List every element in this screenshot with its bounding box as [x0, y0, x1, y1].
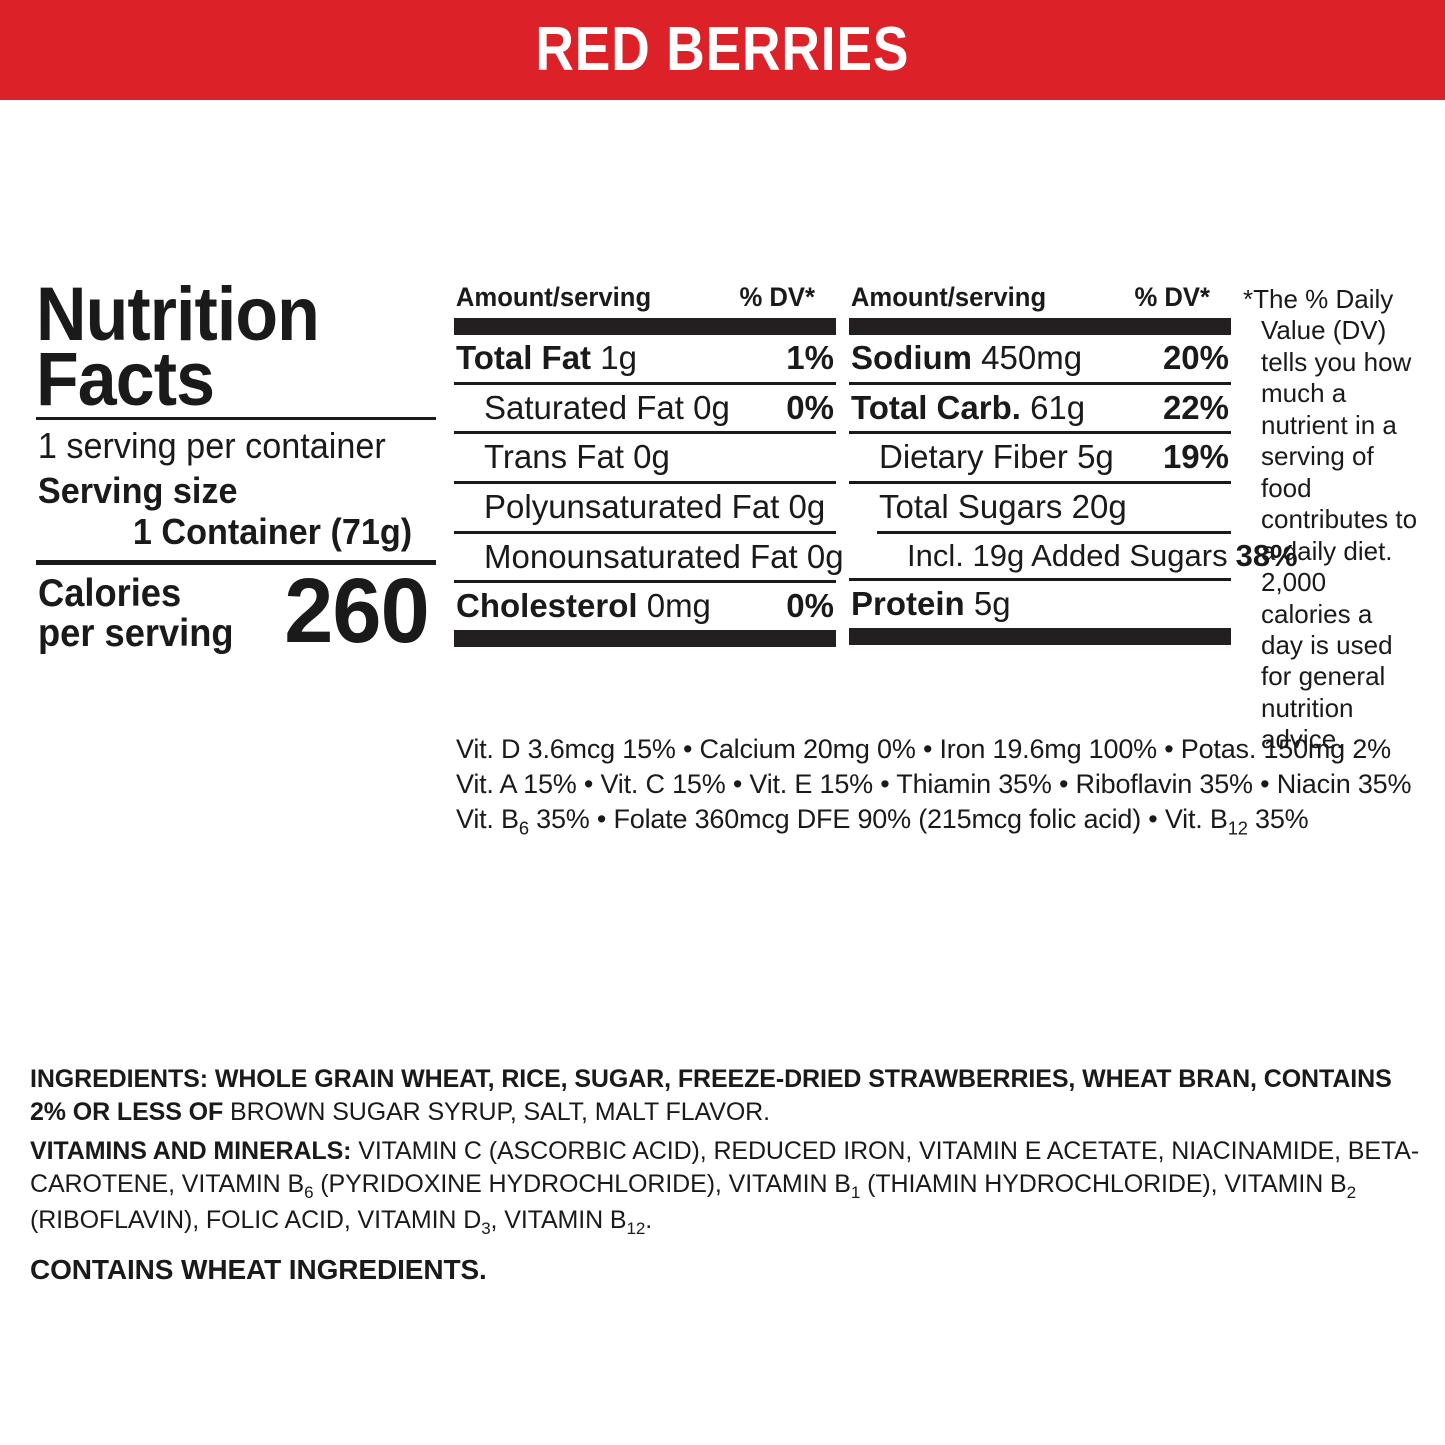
nutrient-row-dietary-fiber: Dietary Fiber 5g 19%: [849, 434, 1231, 481]
thick-bar-below-right-nutrients: [849, 627, 1231, 645]
contains-allergen-statement: CONTAINS WHEAT INGREDIENTS.: [30, 1253, 487, 1285]
micronutrients-block: Vit. D 3.6mcg 15% • Calcium 20mg 0% • Ir…: [454, 726, 1412, 840]
vitamins-minerals-statement: VITAMINS AND MINERALS: VITAMIN C (ASCORB…: [30, 1137, 1420, 1238]
micronutrient-line-1: Vit. D 3.6mcg 15% • Calcium 20mg 0% • Ir…: [456, 734, 1391, 764]
nutrient-row-total-carb: Total Carb. 61g 22%: [849, 385, 1231, 432]
divider-row: [454, 381, 836, 385]
nutrient-dv-added-sugars: 38%: [1235, 537, 1298, 573]
nutrient-label-cholesterol: Cholesterol 0mg: [456, 587, 711, 625]
nutrition-facts-panel: Nutrition Facts 1 serving per container …: [36, 272, 1421, 756]
nutrition-summary-column: Nutrition Facts 1 serving per container …: [36, 272, 436, 662]
nutrient-label-total-carb: Total Carb. 61g: [851, 388, 1086, 426]
nutrient-dv-sodium: 20%: [1162, 339, 1229, 376]
calories-row: Calories per serving 260: [36, 559, 436, 662]
divider-row: [454, 580, 836, 584]
nutrient-label-trans-fat: Trans Fat 0g: [484, 438, 670, 476]
serving-size: Serving size 1 Container (71g): [36, 469, 416, 560]
divider-row: [849, 577, 1231, 581]
calories-label-line1: Calories: [38, 571, 182, 615]
nutrient-row-protein: Protein 5g: [849, 581, 1231, 628]
nutrient-row-total-sugars: Total Sugars 20g: [849, 484, 1231, 531]
nutrient-label-monounsaturated-fat: Monounsaturated Fat 0g: [484, 537, 844, 575]
calories-value: 260: [283, 559, 429, 662]
nutrition-facts-title: Nutrition Facts: [36, 272, 404, 423]
nutrient-label-sodium: Sodium 450mg: [851, 339, 1083, 376]
nutrient-row-polyunsaturated-fat: Polyunsaturated Fat 0g: [454, 484, 836, 531]
divider-row: [454, 480, 836, 484]
nutrient-label-added-sugars: Incl. 19g Added Sugars: [907, 537, 1228, 573]
product-name: RED BERRIES: [535, 15, 910, 84]
nutrient-row-cholesterol: Cholesterol 0mg 0%: [454, 583, 836, 630]
nutrient-label-protein: Protein 5g: [851, 584, 1011, 622]
divider-row: [454, 431, 836, 435]
divider-row: [849, 381, 1231, 385]
daily-value-footnote-column: *The % Daily Value (DV) tells you how mu…: [1243, 282, 1421, 756]
nutrient-row-added-sugars: Incl. 19g Added Sugars 38%: [849, 534, 1298, 578]
amount-serving-header-left: Amount/serving % DV*: [454, 282, 817, 318]
dv-header-label: % DV*: [739, 282, 815, 312]
thick-bar-below-left-nutrients: [454, 629, 836, 647]
nutrient-dv-cholesterol: 0%: [786, 587, 834, 625]
divider-wrap-added-sugars: [849, 530, 1231, 534]
nutrient-column-right: Amount/serving % DV* Sodium 450mg 20% To…: [849, 282, 1298, 645]
nutrient-label-polyunsaturated-fat: Polyunsaturated Fat 0g: [484, 487, 826, 525]
nutrient-row-monounsaturated-fat: Monounsaturated Fat 0g: [454, 534, 844, 581]
nutrient-label-dietary-fiber: Dietary Fiber 5g: [879, 438, 1114, 476]
amount-serving-header-right: Amount/serving % DV*: [849, 282, 1212, 318]
amount-header-label: Amount/serving: [455, 282, 652, 312]
dv-header-label: % DV*: [1134, 282, 1210, 312]
nutrient-label-total-fat: Total Fat 1g: [456, 339, 637, 376]
nutrient-row-trans-fat: Trans Fat 0g: [454, 434, 836, 481]
divider-above-calories: [36, 559, 436, 565]
divider-row: [877, 530, 1231, 534]
servings-per-container: 1 serving per container: [37, 424, 386, 466]
nutrient-dv-total-carb: 22%: [1162, 388, 1229, 426]
calories-label: Calories per serving: [38, 574, 234, 654]
product-banner: RED BERRIES: [0, 0, 1445, 100]
divider-row: [454, 530, 836, 534]
ingredients-statement: INGREDIENTS: WHOLE GRAIN WHEAT, RICE, SU…: [30, 1065, 1392, 1126]
divider-row: [849, 431, 1231, 435]
amount-header-label: Amount/serving: [850, 282, 1047, 312]
nutrient-column-left: Amount/serving % DV* Total Fat 1g 1% Sat…: [454, 282, 844, 647]
nutrient-label-saturated-fat: Saturated Fat 0g: [484, 388, 730, 426]
vitamins-minerals-label: VITAMINS AND MINERALS:: [30, 1137, 352, 1165]
thick-bar-left-column: [454, 318, 836, 335]
micronutrient-line-2: Vit. A 15% • Vit. C 15% • Vit. E 15% • T…: [456, 769, 1412, 800]
micronutrient-line-3: Vit. B6 35% • Folate 360mcg DFE 90% (215…: [456, 804, 1309, 839]
ingredients-block: INGREDIENTS: WHOLE GRAIN WHEAT, RICE, SU…: [30, 1063, 1420, 1295]
nutrient-row-total-fat: Total Fat 1g 1%: [454, 335, 836, 382]
thick-bar-right-column: [849, 318, 1231, 335]
divider-under-title: [36, 416, 436, 420]
nutrient-dv-saturated-fat: 0%: [786, 388, 834, 426]
ingredients-label: INGREDIENTS:: [30, 1065, 208, 1093]
nutrition-title-line2: Facts: [36, 337, 215, 423]
divider-row: [849, 480, 1231, 484]
daily-value-footnote: *The % Daily Value (DV) tells you how mu…: [1243, 284, 1418, 755]
nutrient-row-saturated-fat: Saturated Fat 0g 0%: [454, 385, 836, 432]
serving-size-label: Serving size: [37, 470, 238, 512]
nutrient-row-sodium: Sodium 450mg 20%: [849, 335, 1231, 382]
calories-label-line2: per serving: [38, 611, 234, 655]
nutrition-title-line1: Nutrition: [36, 272, 320, 357]
nutrient-label-total-sugars: Total Sugars 20g: [879, 487, 1127, 525]
nutrient-dv-total-fat: 1%: [786, 339, 834, 376]
serving-size-value: 1 Container (71g): [132, 510, 413, 552]
nutrient-dv-dietary-fiber: 19%: [1162, 438, 1229, 476]
